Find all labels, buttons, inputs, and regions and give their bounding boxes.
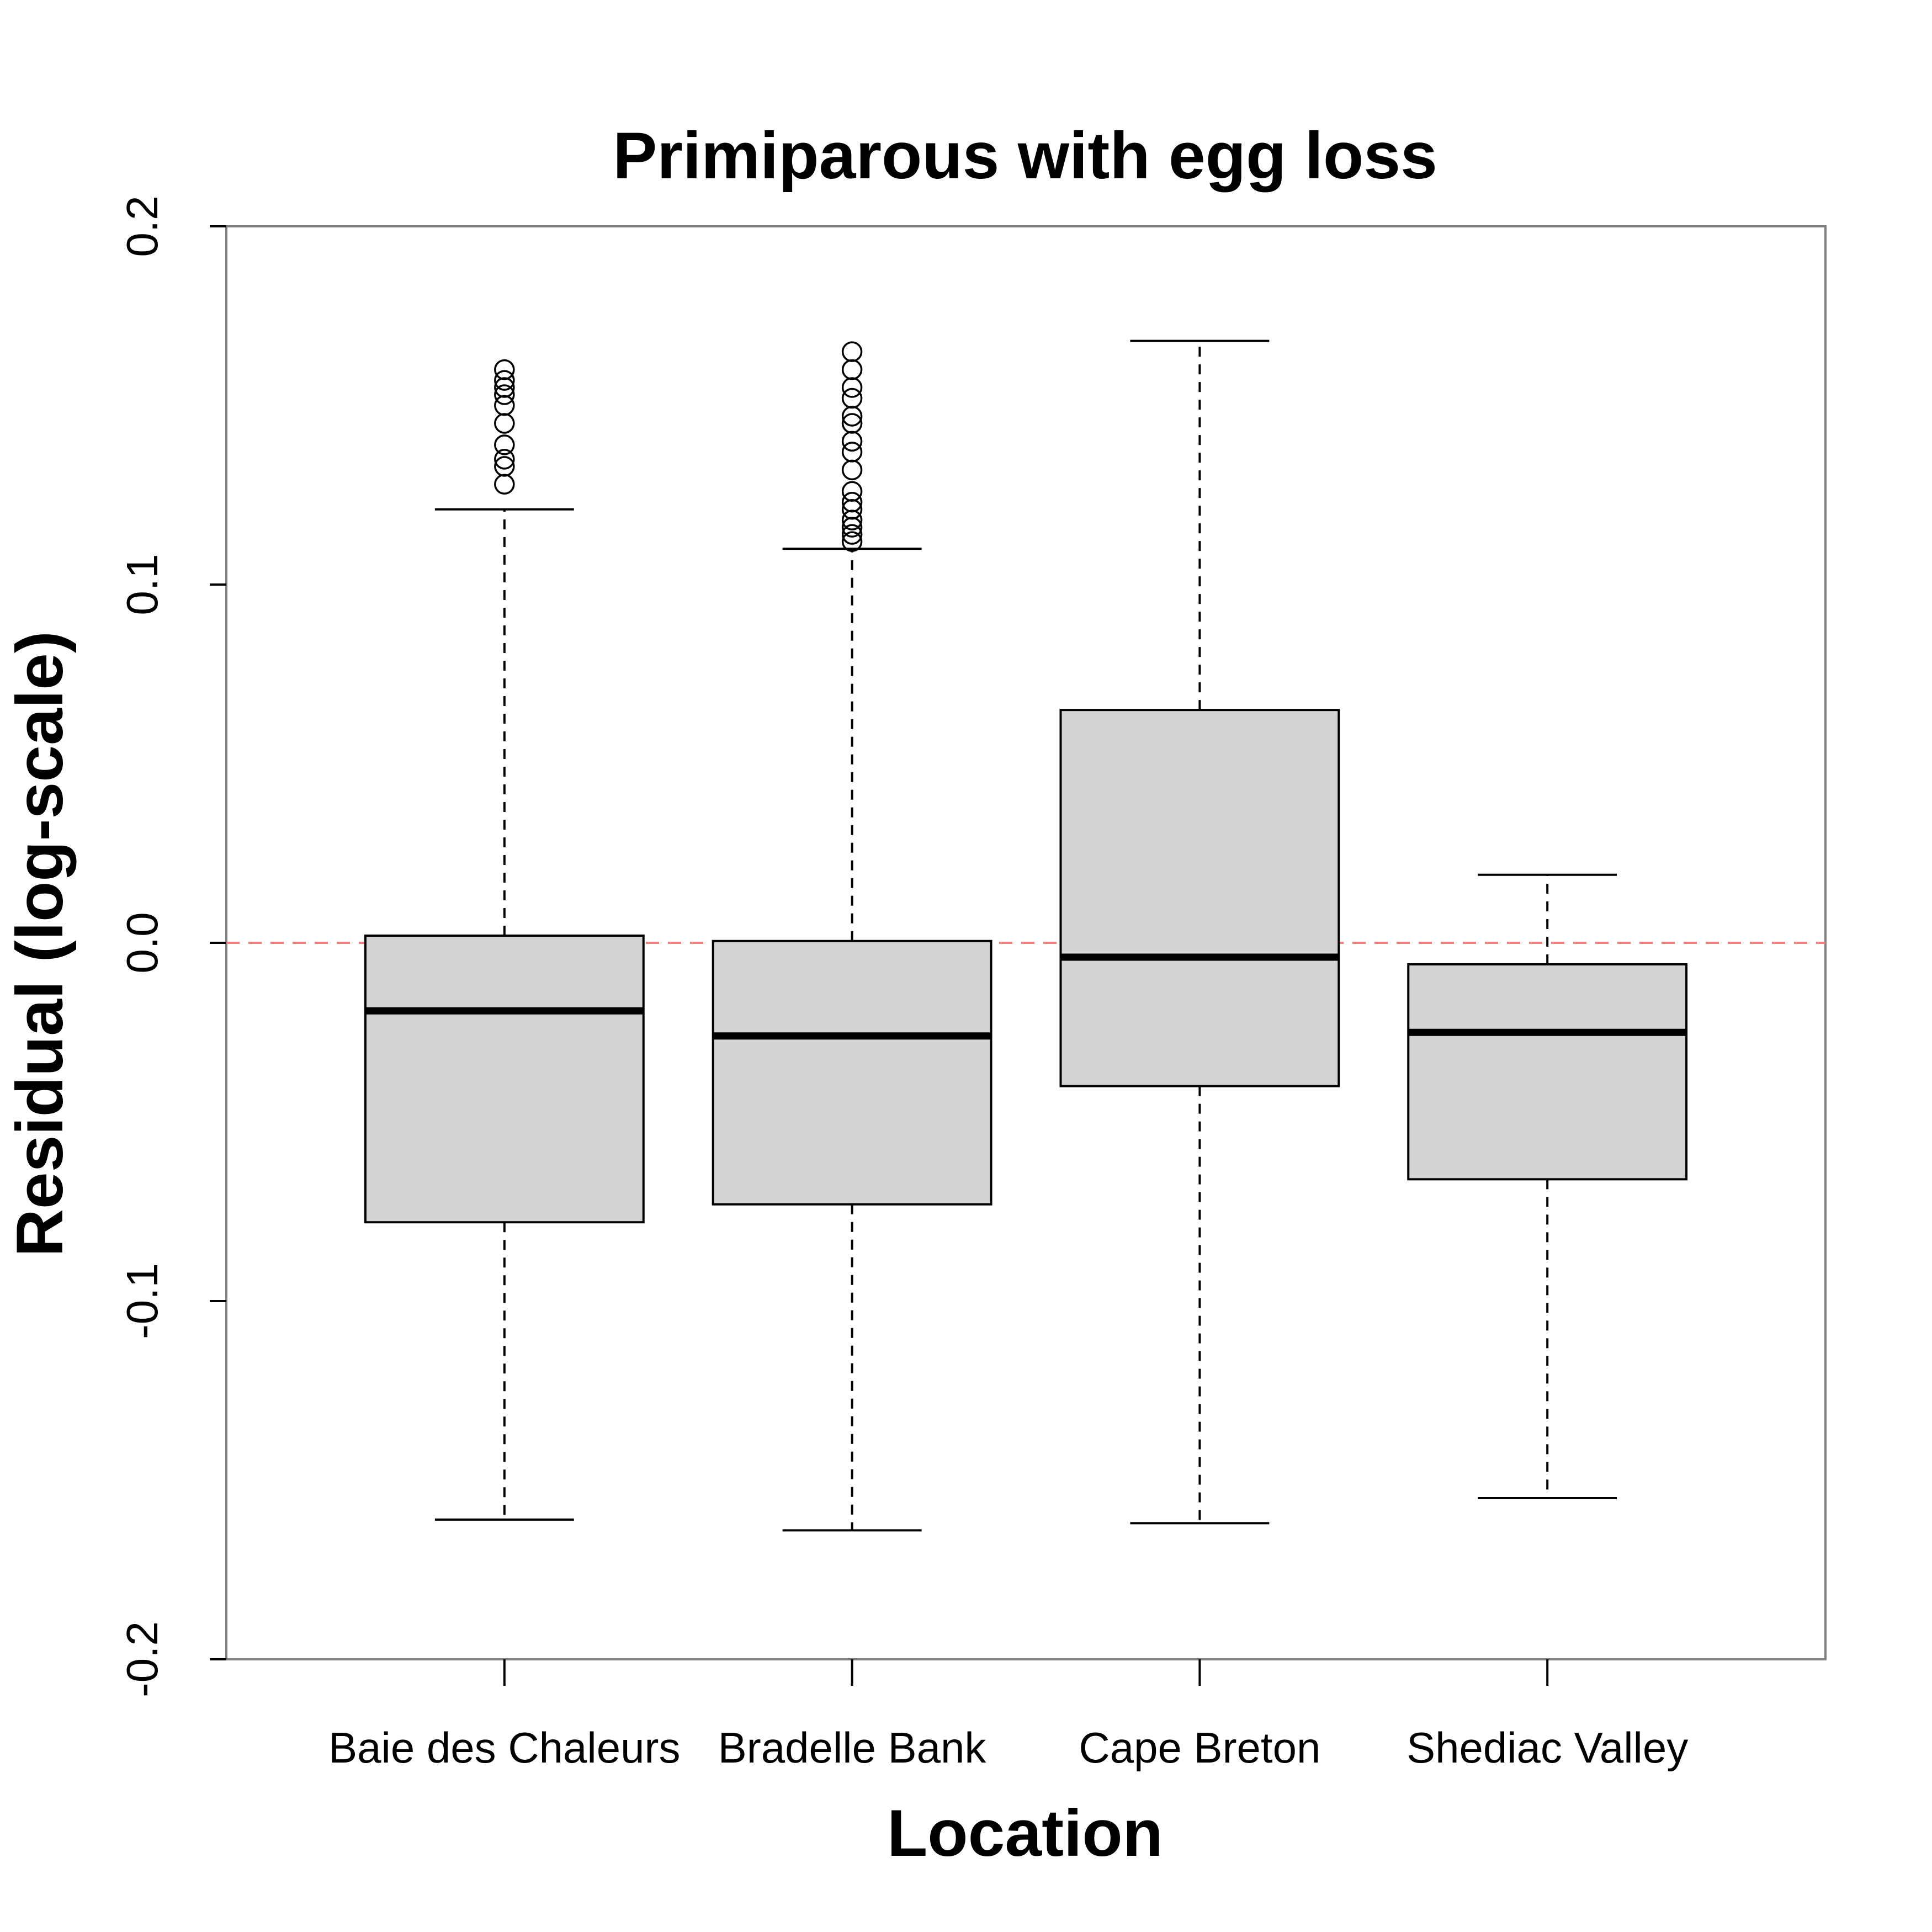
- outlier-point: [494, 474, 515, 495]
- iqr-box: [1059, 709, 1340, 1087]
- x-tick-label: Baie des Chaleurs: [328, 1723, 680, 1772]
- iqr-box: [1407, 963, 1688, 1181]
- y-tick-label: -0.2: [118, 1621, 167, 1697]
- y-axis-label: Residual (log-scale): [3, 631, 77, 1257]
- outlier-point: [494, 434, 515, 455]
- iqr-box: [364, 935, 645, 1224]
- outlier-point: [841, 359, 863, 380]
- x-tick-label: Cape Breton: [1079, 1723, 1320, 1772]
- outlier-point: [494, 359, 515, 380]
- outlier-point: [841, 481, 863, 502]
- plot-area: -0.2 -0.1 0.0 0.1 0.2 Baie des Chaleurs Bradel…: [118, 195, 1827, 1772]
- outlier-point: [841, 531, 863, 552]
- outlier-point: [841, 388, 863, 409]
- y-tick-label: 0.2: [118, 195, 167, 257]
- x-tick-label: Bradelle Bank: [718, 1723, 987, 1772]
- outlier-point: [841, 377, 863, 398]
- y-tick-label: -0.1: [118, 1263, 167, 1339]
- outlier-point: [494, 384, 515, 405]
- outlier-point: [841, 491, 863, 513]
- outlier-point: [494, 449, 515, 470]
- iqr-box: [712, 940, 992, 1206]
- outlier-point: [841, 459, 863, 481]
- outlier-point: [841, 524, 863, 545]
- x-tick-label: Shediac Valley: [1406, 1723, 1688, 1772]
- y-tick-label: 0.0: [118, 912, 167, 973]
- outlier-point: [841, 341, 863, 362]
- y-tick-label: 0.1: [118, 554, 167, 615]
- outlier-point: [494, 370, 515, 391]
- outlier-point: [494, 456, 515, 477]
- outlier-point: [494, 395, 515, 416]
- outlier-point: [841, 413, 863, 434]
- x-axis-label: Location: [887, 1796, 1163, 1870]
- outlier-point: [841, 442, 863, 463]
- outlier-point: [841, 431, 863, 452]
- outlier-point: [494, 413, 515, 434]
- chart-title: Primiparous with egg loss: [613, 119, 1437, 193]
